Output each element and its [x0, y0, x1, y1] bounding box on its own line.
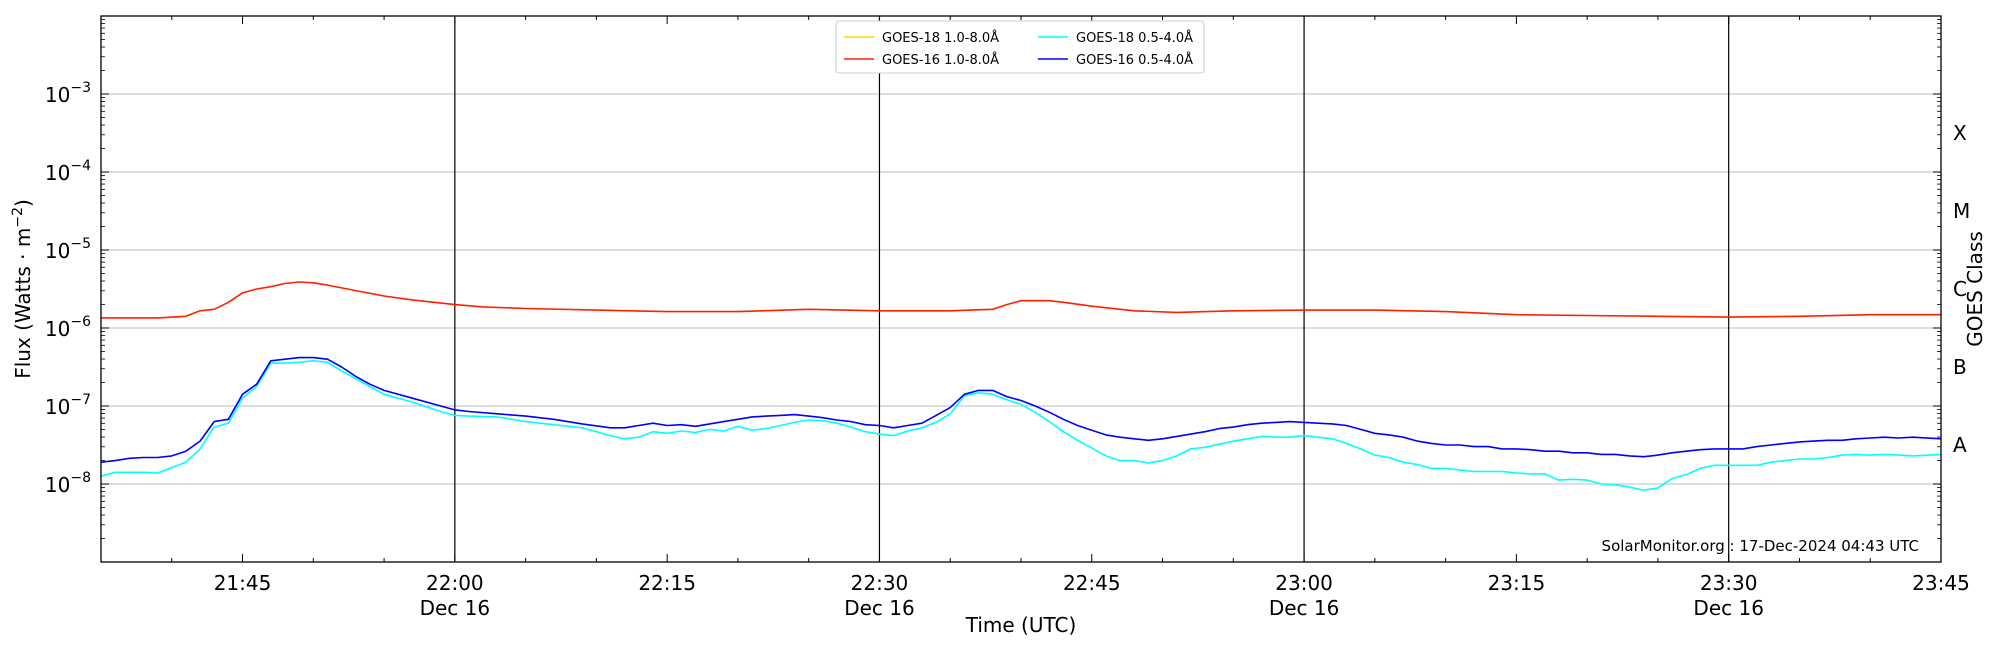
- day-boundary-lines: [454, 16, 1730, 562]
- x-tick-label: 22:15: [638, 571, 696, 595]
- x-tick-label: 23:30: [1700, 571, 1758, 595]
- y-axis-title-main: Flux (Watts · m: [11, 228, 35, 379]
- x-tick-label: 23:45: [1912, 571, 1970, 595]
- x-tick-label: 23:15: [1488, 571, 1546, 595]
- right-axis-title: GOES Class: [1963, 231, 1987, 347]
- x-tick-date-label: Dec 16: [1693, 596, 1764, 620]
- plot-frame: [100, 15, 1942, 563]
- y-axis-title-close: ): [11, 199, 35, 207]
- legend-label: GOES-16 0.5-4.0Å: [1076, 52, 1193, 68]
- goes-class-label: B: [1953, 355, 1967, 379]
- x-tick-date-label: Dec 16: [420, 596, 491, 620]
- goes-class-label: A: [1953, 433, 1967, 457]
- x-tick-label: 23:00: [1275, 571, 1333, 595]
- legend-label: GOES-18 1.0-8.0Å: [882, 30, 999, 46]
- legend-label: GOES-16 1.0-8.0Å: [882, 52, 999, 68]
- x-axis-title: Time (UTC): [965, 613, 1077, 637]
- y-tick-label: 10−8: [45, 470, 91, 497]
- series-line-4: [100, 356, 1942, 463]
- y-tick-label: 10−7: [45, 392, 91, 419]
- credit-text: SolarMonitor.org : 17-Dec-2024 04:43 UTC: [1602, 537, 1919, 555]
- y-tick-label: 10−6: [45, 314, 91, 341]
- y-tick-label: 10−4: [45, 158, 91, 185]
- goes-class-label: X: [1953, 121, 1967, 145]
- goes-class-labels: A B C M X: [1953, 121, 1970, 457]
- series-line-2: [101, 281, 1941, 319]
- y-axis-title-exponent: −2: [10, 207, 26, 228]
- y-axis-ticks: 10−8 10−7 10−6 10−5 10−4 10−3: [45, 19, 1941, 539]
- legend-box: [835, 20, 1205, 74]
- x-tick-date-label: Dec 16: [1269, 596, 1340, 620]
- x-tick-label: 21:45: [214, 571, 272, 595]
- x-tick-label: 22:45: [1063, 571, 1121, 595]
- goes-class-label: C: [1953, 277, 1967, 301]
- y-tick-label: 10−3: [45, 80, 91, 107]
- x-tick-date-label: Dec 16: [844, 596, 915, 620]
- goes-class-label: M: [1953, 199, 1970, 223]
- series-line-3: [100, 360, 1942, 491]
- x-tick-label: 22:30: [851, 571, 909, 595]
- x-tick-label: 22:00: [426, 571, 484, 595]
- grid-lines: [101, 93, 1941, 485]
- series-lines: [100, 281, 1942, 491]
- y-tick-label: 10−5: [45, 236, 91, 263]
- legend: GOES-18 1.0-8.0Å GOES-16 1.0-8.0Å GOES-18 …: [835, 20, 1205, 74]
- legend-label: GOES-18 0.5-4.0Å: [1076, 30, 1193, 46]
- y-axis-title: Flux (Watts · m−2): [10, 199, 35, 379]
